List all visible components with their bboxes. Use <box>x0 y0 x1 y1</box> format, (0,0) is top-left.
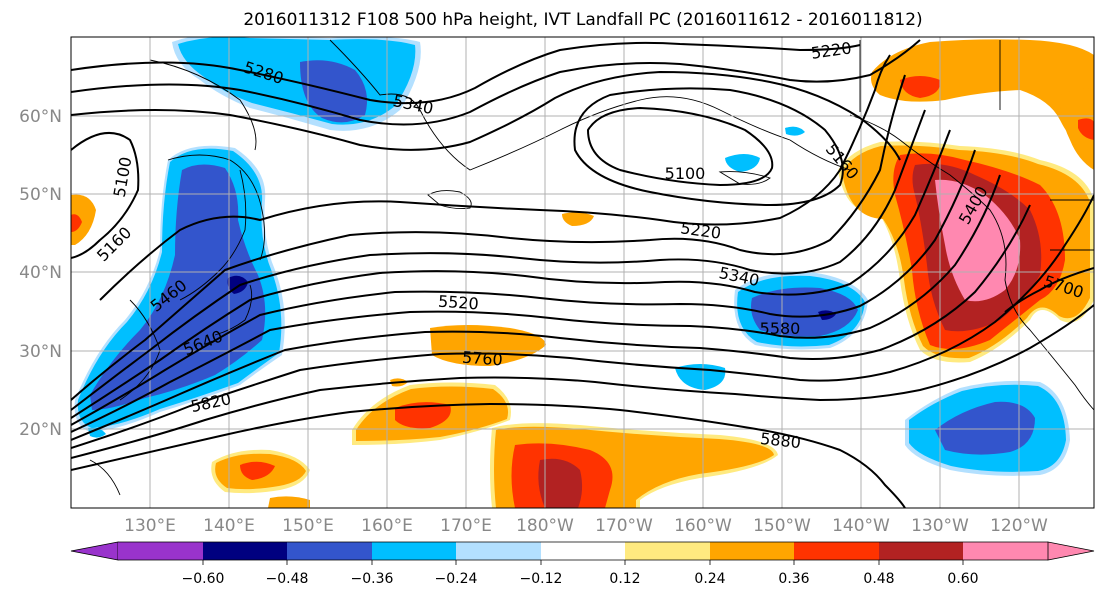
colorbar-segment <box>541 542 625 560</box>
lon-label: 170°W <box>595 516 653 536</box>
colorbar-segment <box>879 542 963 560</box>
coastlines <box>89 39 1094 496</box>
colorbar-tick-label: 0.24 <box>694 571 725 587</box>
lat-label: 60°N <box>19 107 62 127</box>
contour-label: 5880 <box>759 429 801 452</box>
lat-label: 20°N <box>19 420 62 440</box>
lon-label: 130°W <box>911 516 969 536</box>
latitude-labels: 20°N 30°N 40°N 50°N 60°N <box>19 107 62 440</box>
lat-label: 50°N <box>19 185 62 205</box>
colorbar: −0.60 −0.48 −0.36 −0.24 −0.12 0.12 0.24 … <box>70 541 1095 587</box>
colorbar-tick-label: 0.12 <box>609 571 640 587</box>
lon-label: 160°E <box>361 516 413 536</box>
lat-label: 30°N <box>19 342 62 362</box>
map-title: 2016011312 F108 500 hPa height, IVT Land… <box>243 10 922 30</box>
colorbar-tick-label: −0.12 <box>520 571 563 587</box>
height-contours <box>71 39 1094 508</box>
ivt-negative-anomaly-east-pacific <box>905 380 1070 476</box>
longitude-labels: 130°E 140°E 150°E 160°E 170°E 180°W 170°… <box>124 516 1048 536</box>
lon-label: 160°W <box>674 516 732 536</box>
colorbar-segment <box>710 542 794 560</box>
colorbar-segment <box>372 542 456 560</box>
lon-label: 150°E <box>282 516 334 536</box>
colorbar-tick-label: −0.24 <box>435 571 478 587</box>
colorbar-tick-label: −0.60 <box>182 571 225 587</box>
lon-label: 120°W <box>990 516 1048 536</box>
lon-label: 130°E <box>124 516 176 536</box>
lon-label: 150°W <box>753 516 811 536</box>
colorbar-tick-label: −0.48 <box>266 571 309 587</box>
colorbar-tick-label: 0.48 <box>863 571 894 587</box>
map-frame <box>70 36 1095 509</box>
lon-label: 170°E <box>440 516 492 536</box>
colorbar-segment <box>203 542 287 560</box>
lon-label: 180°W <box>516 516 574 536</box>
contour-label: 5520 <box>437 292 479 314</box>
colorbar-segment <box>456 542 541 560</box>
ivt-positive-anomaly-northeast <box>871 39 1094 170</box>
ivt-positive-anomaly-west-coast <box>838 141 1094 363</box>
colorbar-segment <box>794 542 879 560</box>
colorbar-segment <box>287 542 372 560</box>
colorbar-extend-high <box>1047 541 1095 561</box>
colorbar-segment <box>963 542 1048 560</box>
colorbar-segment <box>625 542 710 560</box>
contour-label: 5760 <box>461 348 503 370</box>
lat-label: 40°N <box>19 263 62 283</box>
contour-label: 5100 <box>665 164 706 183</box>
colorbar-tick-label: −0.36 <box>351 571 394 587</box>
ivt-positive-anomaly-subtropics <box>71 194 778 508</box>
colorbar-tick-label: 0.60 <box>947 571 978 587</box>
contour-label: 5580 <box>760 319 801 338</box>
lon-label: 140°W <box>832 516 890 536</box>
map-panel: 5280 5340 5220 5100 5100 5160 5160 5220 … <box>71 37 1094 508</box>
colorbar-segment <box>118 542 203 560</box>
lon-label: 140°E <box>203 516 255 536</box>
colorbar-tick-label: 0.36 <box>778 571 809 587</box>
